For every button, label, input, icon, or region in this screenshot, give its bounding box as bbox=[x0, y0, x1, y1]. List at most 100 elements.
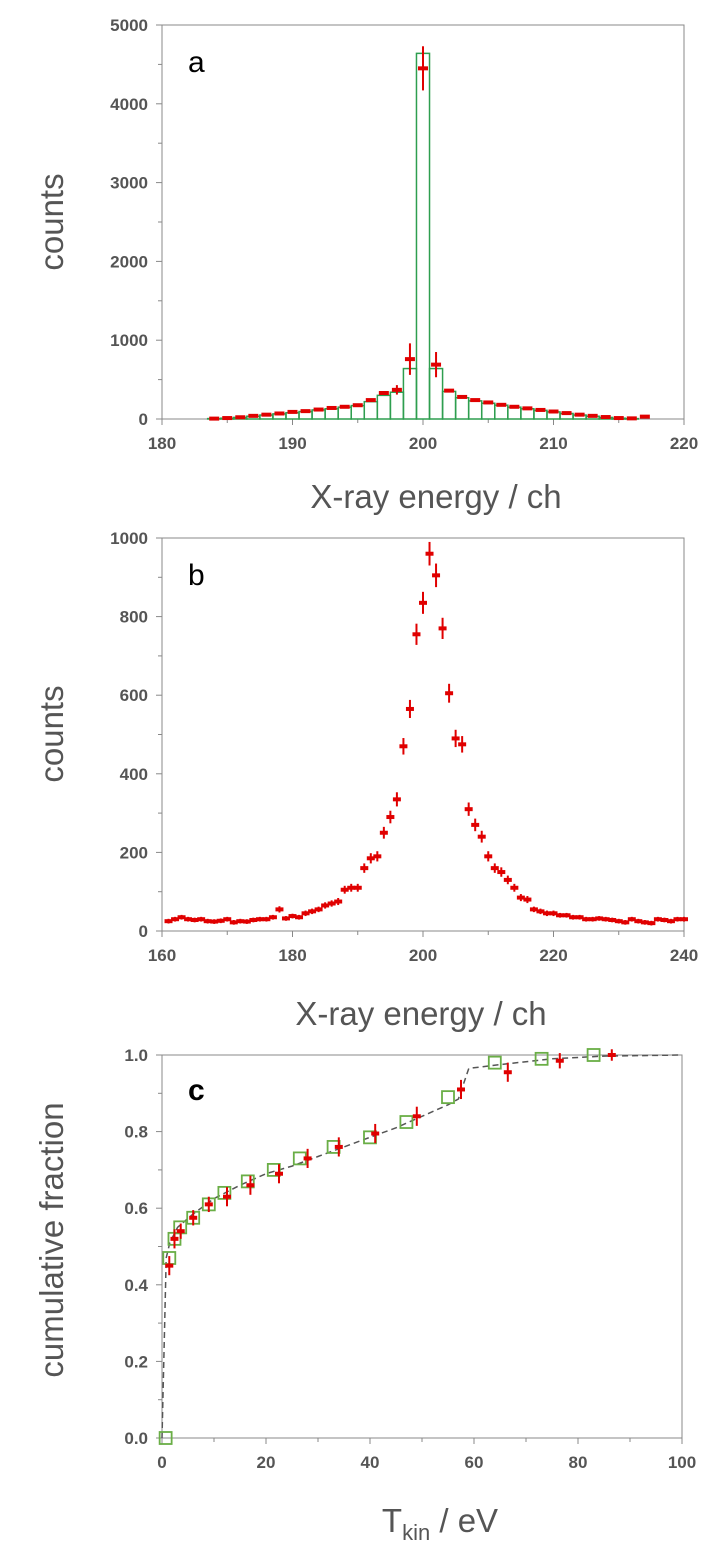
a-data-point bbox=[640, 416, 650, 418]
histogram-bar bbox=[390, 392, 403, 419]
histogram-bar bbox=[508, 407, 521, 419]
c-data-point bbox=[504, 1063, 512, 1082]
x-axis-label-subscript: kin bbox=[402, 1520, 430, 1545]
a-data-point bbox=[509, 406, 519, 408]
y-axis-label-c: cumulative fraction bbox=[33, 1102, 70, 1377]
c-data-point bbox=[608, 1049, 616, 1060]
a-data-point bbox=[562, 412, 572, 414]
x-axis-label-c: Tkin / eV bbox=[382, 1502, 498, 1545]
c-data-point bbox=[413, 1107, 421, 1126]
measured-points-b bbox=[165, 542, 688, 926]
dashed-curve-c bbox=[162, 1055, 682, 1438]
histogram-bar bbox=[338, 407, 351, 419]
panel-letter-b: b bbox=[188, 559, 205, 592]
b-ytick-label: 400 bbox=[120, 765, 148, 784]
measured-points-c bbox=[165, 1049, 616, 1275]
b-xtick-label: 180 bbox=[278, 946, 306, 965]
c-ytick-label: 0.2 bbox=[124, 1352, 148, 1371]
a-data-point bbox=[209, 418, 219, 419]
c-data-point bbox=[177, 1224, 185, 1239]
a-data-point bbox=[431, 352, 441, 377]
b-data-point bbox=[465, 802, 473, 815]
a-data-point bbox=[288, 411, 298, 413]
a-xtick-label: 210 bbox=[539, 434, 567, 453]
a-ytick-label: 0 bbox=[139, 410, 148, 429]
b-data-point bbox=[295, 915, 303, 920]
b-ytick-label: 200 bbox=[120, 843, 148, 862]
a-data-point bbox=[444, 389, 454, 392]
b-data-point bbox=[439, 618, 447, 639]
a-data-point bbox=[340, 406, 350, 409]
histogram-bar bbox=[469, 401, 482, 419]
a-data-point bbox=[314, 408, 324, 410]
x-axis-label-unit: / eV bbox=[430, 1502, 498, 1539]
a-data-point bbox=[457, 396, 467, 399]
a-ytick-label: 4000 bbox=[110, 95, 148, 114]
y-tick-labels-c: 0.00.20.40.60.81.0 bbox=[124, 1046, 162, 1448]
c-ytick-label: 0.6 bbox=[124, 1199, 148, 1218]
b-data-point bbox=[275, 906, 283, 912]
c-xtick-label: 80 bbox=[569, 1453, 588, 1472]
histogram-bar bbox=[495, 405, 508, 419]
histogram-bar bbox=[325, 409, 338, 419]
b-data-point bbox=[510, 884, 518, 892]
b-data-point bbox=[412, 624, 420, 645]
histogram-bar bbox=[377, 395, 390, 419]
b-data-point bbox=[399, 738, 407, 755]
model-histogram-a bbox=[208, 53, 639, 419]
b-data-point bbox=[393, 792, 401, 806]
b-xtick-label: 200 bbox=[409, 946, 437, 965]
a-data-point bbox=[327, 407, 337, 409]
c-ytick-label: 0.8 bbox=[124, 1123, 148, 1142]
c-ytick-label: 0.4 bbox=[124, 1276, 148, 1295]
panel-letter-a: a bbox=[188, 46, 205, 79]
b-data-point bbox=[360, 863, 368, 872]
c-ytick-label: 0.0 bbox=[124, 1429, 148, 1448]
b-data-point bbox=[478, 831, 486, 843]
c-xtick-label: 40 bbox=[361, 1453, 380, 1472]
a-data-point bbox=[588, 415, 598, 417]
a-data-point bbox=[575, 414, 585, 416]
model-square-marker bbox=[442, 1091, 454, 1103]
histogram-bar bbox=[416, 53, 429, 419]
c-data-point bbox=[371, 1124, 379, 1143]
b-data-point bbox=[445, 684, 453, 703]
a-data-point bbox=[353, 404, 363, 407]
c-xtick-label: 100 bbox=[668, 1453, 696, 1472]
b-data-point bbox=[504, 876, 512, 885]
a-data-point bbox=[235, 416, 245, 418]
a-data-point bbox=[274, 413, 284, 415]
x-axis-label-a: X-ray energy / ch bbox=[310, 478, 561, 515]
b-data-point bbox=[380, 827, 388, 839]
histogram-bar bbox=[456, 398, 469, 419]
b-ytick-label: 800 bbox=[120, 608, 148, 627]
b-data-point bbox=[386, 811, 394, 824]
a-data-point bbox=[627, 418, 637, 419]
x-tick-labels-b: 160 180 200 220 240 bbox=[148, 931, 698, 965]
c-xtick-label: 20 bbox=[257, 1453, 276, 1472]
b-data-point bbox=[269, 915, 277, 920]
a-data-point bbox=[601, 416, 611, 418]
b-data-point bbox=[419, 592, 427, 614]
b-data-point bbox=[315, 907, 323, 913]
histogram-bar bbox=[443, 391, 456, 419]
b-data-point bbox=[354, 884, 362, 892]
a-data-point bbox=[535, 409, 545, 411]
a-data-point bbox=[366, 399, 376, 402]
a-data-point bbox=[549, 411, 559, 413]
b-xtick-label: 240 bbox=[670, 946, 698, 965]
histogram-bar bbox=[403, 369, 416, 419]
a-ytick-label: 5000 bbox=[110, 16, 148, 35]
x-axis-label-main: T bbox=[382, 1502, 402, 1539]
a-data-point bbox=[522, 407, 532, 409]
a-data-point bbox=[405, 343, 415, 375]
a-ytick-label: 3000 bbox=[110, 174, 148, 193]
b-xtick-label: 160 bbox=[148, 946, 176, 965]
b-xtick-label: 220 bbox=[539, 946, 567, 965]
